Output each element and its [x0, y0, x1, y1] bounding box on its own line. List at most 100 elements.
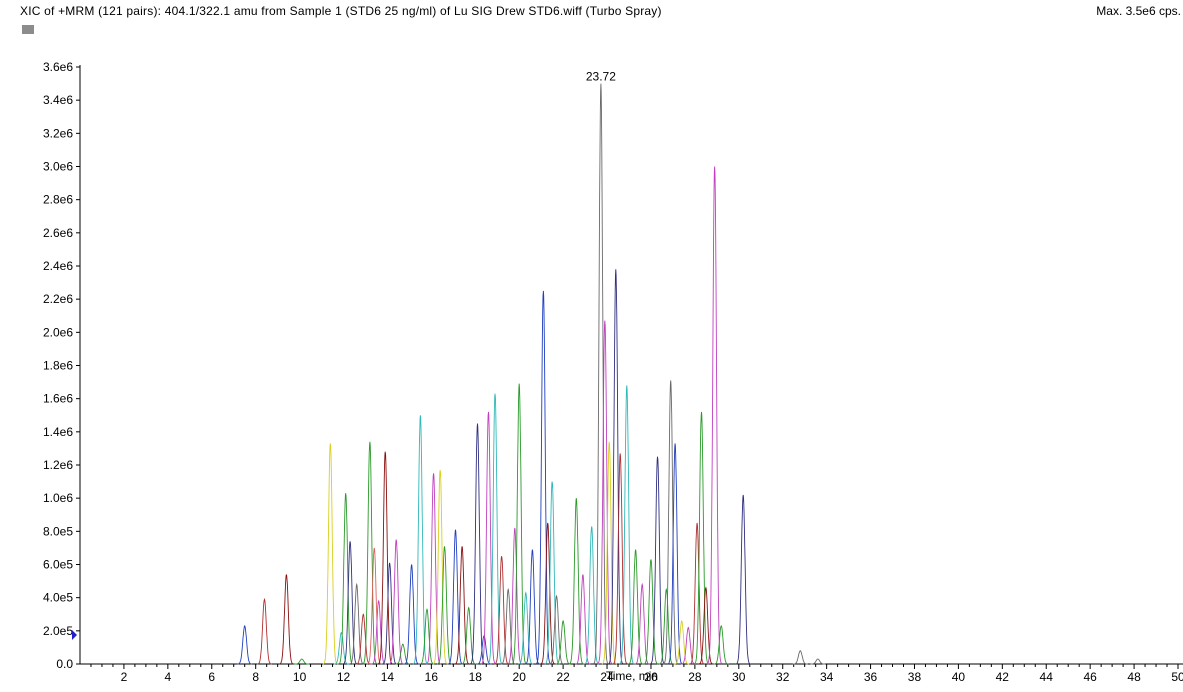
- chromatogram-peak: [426, 473, 441, 665]
- x-tick-label: 2: [121, 670, 128, 684]
- chromatogram-peak: [612, 453, 628, 665]
- chromatogram-peak: [419, 608, 435, 665]
- y-tick-label: 1.6e6: [43, 392, 73, 406]
- chromatogram-peak: [544, 481, 560, 665]
- x-tick-label: 32: [776, 670, 790, 684]
- chromatogram-peak: [650, 456, 665, 665]
- chromatogram-peak: [461, 606, 477, 665]
- x-tick-label: 26: [644, 670, 658, 684]
- chromatogram-peak: [432, 469, 448, 665]
- x-axis-label: Time, min: [606, 669, 658, 683]
- chromatogram-peak: [643, 559, 659, 665]
- y-tick-label: 6.0e5: [43, 558, 73, 572]
- y-tick-label: 3.0e6: [43, 160, 73, 174]
- x-tick-label: 48: [1127, 670, 1141, 684]
- chromatogram-peak: [507, 527, 523, 665]
- chromatogram-peak: [713, 625, 729, 665]
- chromatogram-peak: [601, 441, 617, 665]
- chromatogram-peak: [674, 619, 690, 665]
- chromatogram-peak: [371, 599, 387, 665]
- chromatogram-peak: [338, 493, 354, 665]
- x-tick-label: 36: [864, 670, 878, 684]
- chromatogram-peak: [257, 597, 272, 665]
- chart-title-bar: XIC of +MRM (121 pairs): 404.1/322.1 amu…: [20, 4, 662, 18]
- x-tick-label: 20: [513, 670, 527, 684]
- chromatogram-peak: [555, 619, 571, 665]
- chromatogram-peak: [663, 380, 679, 665]
- x-tick-label: 12: [337, 670, 351, 684]
- y-tick-label: 1.2e6: [43, 458, 73, 472]
- y-tick-label: 3.2e6: [43, 126, 73, 140]
- chromatogram-peak: [658, 587, 674, 665]
- y-tick-label: 2.2e6: [43, 292, 73, 306]
- chromatogram-peak: [511, 383, 527, 665]
- chromatogram-peak: [549, 594, 564, 665]
- y-tick-label: 3.4e6: [43, 93, 73, 107]
- x-tick-label: 14: [381, 670, 395, 684]
- chromatogram-peak: [237, 625, 253, 665]
- chromatogram-peak: [540, 522, 556, 665]
- chromatogram-peak: [680, 626, 696, 665]
- y-tick-label: 2.8e6: [43, 193, 73, 207]
- x-tick-label: 30: [732, 670, 746, 684]
- x-tick-label: 44: [1040, 670, 1054, 684]
- chromatogram-peak: [584, 526, 600, 665]
- chromatogram-peak: [707, 166, 723, 665]
- peak-label: 23.72: [586, 70, 616, 84]
- chromatogram-peak: [366, 547, 382, 665]
- y-tick-label: 4.0e5: [43, 591, 73, 605]
- x-tick-label: 34: [820, 670, 834, 684]
- x-tick-label: 40: [952, 670, 966, 684]
- y-tick-label: 3.6e6: [43, 60, 73, 74]
- chromatogram-peak: [810, 658, 826, 665]
- panel-corner-icon: [22, 25, 34, 34]
- x-tick-label: 46: [1083, 670, 1097, 684]
- x-tick-label: 28: [688, 670, 702, 684]
- chromatogram-peak: [698, 586, 714, 665]
- x-tick-label: 22: [556, 670, 570, 684]
- chromatogram-peak: [278, 574, 295, 665]
- x-tick-label: 4: [164, 670, 171, 684]
- chromatogram-peak: [294, 658, 310, 665]
- y-tick-label: 2.6e6: [43, 226, 73, 240]
- chromatogram-peak: [333, 631, 349, 665]
- chromatogram-peak: [355, 613, 371, 665]
- annotation-layer: 23.72: [586, 70, 616, 84]
- y-tick-label: 1.8e6: [43, 359, 73, 373]
- chromatogram-peak: [454, 546, 470, 665]
- x-tick-label: 6: [208, 670, 215, 684]
- chromatogram-peak: [349, 582, 365, 665]
- y-tick-label: 8.0e5: [43, 524, 73, 538]
- chromatogram-peak: [518, 591, 534, 665]
- x-tick-label: 18: [469, 670, 483, 684]
- y-tick-label: 1.0e6: [43, 491, 73, 505]
- y-tick-label: 2.4e6: [43, 259, 73, 273]
- chromatogram-peak: [500, 587, 516, 665]
- chromatogram-peak: [667, 443, 683, 665]
- chromatogram-peak: [382, 562, 398, 665]
- x-tick-label: 38: [908, 670, 922, 684]
- chromatogram-peak: [480, 411, 497, 665]
- chromatogram-peak: [627, 549, 644, 665]
- axes: 0.0 2.0e5 4.0e5 6.0e5 8.0e5 1.0e6 1.2e6 1.4e6 1.…: [43, 60, 1183, 684]
- x-tick-label: 42: [996, 670, 1010, 684]
- chromatogram-peak: [619, 385, 635, 665]
- chromatogram-peak: [494, 556, 510, 665]
- chromatogram-peak: [447, 529, 464, 665]
- y-tick-label: 0.0: [56, 657, 73, 671]
- chromatogram-peak: [689, 522, 705, 665]
- chromatogram-peak: [693, 411, 710, 665]
- chromatogram-peak: [403, 564, 420, 665]
- chromatogram-peak: [469, 423, 486, 665]
- chromatogram-peak: [597, 320, 613, 665]
- y-tick-label: 2.0e6: [43, 325, 73, 339]
- chromatogram-peak: [322, 443, 338, 665]
- y-tick-label: 1.4e6: [43, 425, 73, 439]
- x-tick-label: 8: [252, 670, 259, 684]
- chromatogram-peak: [412, 415, 428, 665]
- chromatogram-peak: [568, 498, 584, 665]
- max-intensity-label: Max. 3.5e6 cps.: [1096, 4, 1181, 18]
- chromatogram-peak: [388, 539, 404, 665]
- chromatogram-peak: [535, 290, 551, 665]
- chromatogram-peak: [487, 393, 503, 665]
